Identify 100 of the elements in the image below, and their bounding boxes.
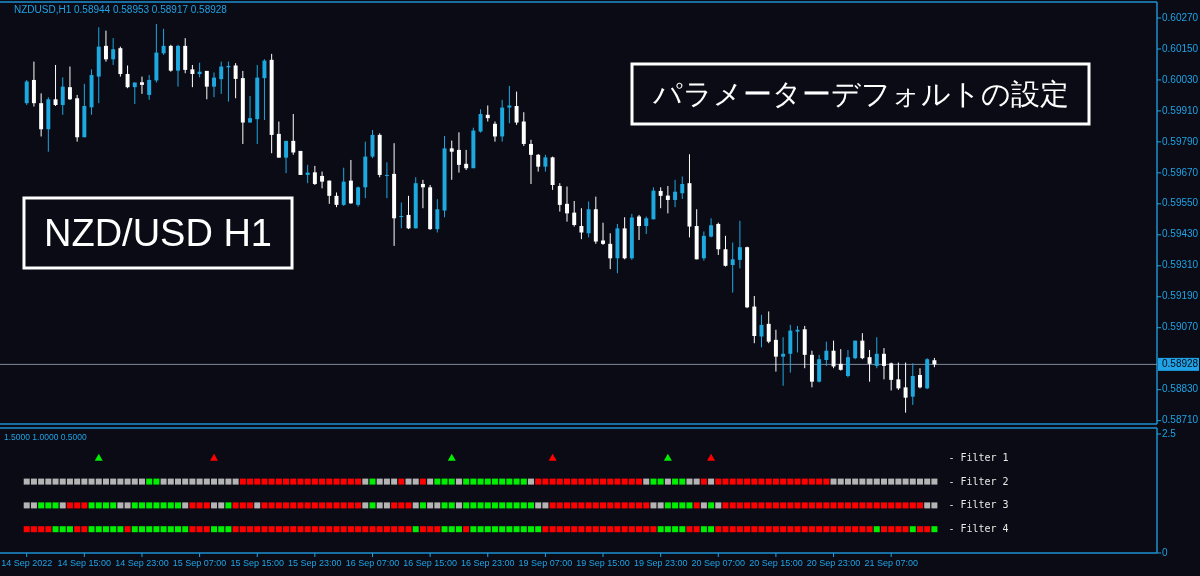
- candlestick: [183, 37, 188, 74]
- x-tick-label: 16 Sep 23:00: [460, 558, 515, 568]
- y-tick-label: 0.58830: [1162, 383, 1199, 395]
- series-label: - Filter 3: [948, 499, 1009, 511]
- candlestick: [637, 214, 642, 241]
- candlestick: [586, 201, 591, 238]
- x-tick-label: 14 Sep 15:00: [57, 558, 112, 568]
- candlestick: [464, 149, 469, 171]
- chart-title: NZDUSD,H1 0.58944 0.58953 0.58917 0.58928: [14, 3, 228, 15]
- text: - Filter 1: [948, 451, 1009, 463]
- candlestick: [730, 242, 735, 294]
- x-tick-label: 20 Sep 23:00: [806, 558, 861, 568]
- candlestick: [903, 362, 908, 414]
- x-tick-label: 15 Sep 15:00: [230, 558, 285, 568]
- y-tick-label: 2.5: [1162, 427, 1177, 439]
- candlestick: [348, 159, 353, 205]
- y-tick-label: 0.59310: [1162, 259, 1199, 271]
- y-tick-label: 0.59190: [1162, 290, 1199, 302]
- y-tick-label: 0.60030: [1162, 73, 1199, 85]
- candlestick: [737, 220, 742, 269]
- y-tick-label: 0.60150: [1162, 42, 1199, 54]
- candlestick: [53, 64, 58, 107]
- candlestick: [190, 64, 195, 88]
- x-tick-label: 14 Sep 23:00: [115, 558, 169, 568]
- candlestick: [67, 66, 72, 101]
- x-tick-label: 14 Sep 2022: [1, 558, 53, 568]
- x-tick-label: 16 Sep 07:00: [345, 558, 400, 568]
- y-tick-label: 0.59670: [1162, 166, 1199, 178]
- candlestick: [910, 362, 915, 406]
- candlestick: [766, 310, 771, 344]
- candlestick: [514, 91, 519, 126]
- candlestick: [521, 111, 526, 147]
- candlestick: [341, 167, 346, 207]
- candlestick: [881, 347, 886, 380]
- annotation: NZD/USD H1: [43, 212, 273, 254]
- candlestick: [781, 336, 786, 387]
- x-tick-label: 16 Sep 15:00: [403, 558, 457, 568]
- x-tick-label: 20 Sep 15:00: [749, 558, 803, 568]
- candlestick: [788, 324, 793, 374]
- candlestick: [838, 348, 843, 372]
- candlestick: [212, 71, 216, 98]
- x-tick-label: 15 Sep 23:00: [288, 558, 342, 568]
- candlestick: [125, 64, 130, 89]
- candlestick: [478, 108, 483, 134]
- candlestick: [673, 179, 678, 208]
- candlestick: [291, 113, 296, 156]
- candlestick: [795, 325, 800, 354]
- candlestick: [219, 61, 224, 95]
- candlestick: [867, 349, 872, 383]
- candlestick: [233, 62, 238, 99]
- x-tick-label: 15 Sep 07:00: [172, 558, 227, 568]
- candlestick: [204, 70, 209, 100]
- candlestick: [320, 171, 325, 189]
- candlestick: [579, 207, 584, 240]
- y-tick-label: 0.59790: [1162, 135, 1199, 147]
- x-tick-label: 19 Sep 07:00: [518, 558, 573, 568]
- candlestick: [60, 76, 65, 116]
- candlestick: [399, 202, 404, 229]
- candlestick: [565, 186, 569, 223]
- candlestick: [665, 185, 670, 214]
- candlestick: [31, 61, 36, 108]
- x-tick-label: 20 Sep 07:00: [691, 558, 746, 568]
- candlestick: [456, 131, 461, 174]
- y-tick-label: 0.59910: [1162, 104, 1199, 116]
- candlestick: [103, 30, 108, 63]
- candlestick: [276, 121, 281, 159]
- candlestick: [492, 121, 497, 143]
- candlestick: [773, 329, 778, 373]
- candlestick: [284, 140, 289, 174]
- candlestick: [608, 232, 613, 270]
- y-tick-label: 0.59430: [1162, 228, 1199, 240]
- series-label: - Filter 2: [948, 475, 1009, 487]
- candlestick: [817, 354, 822, 383]
- series-label: - Filter 4: [948, 523, 1009, 535]
- candlestick: [507, 85, 512, 124]
- candlestick: [860, 332, 865, 360]
- candlestick: [406, 195, 411, 230]
- candlestick: [557, 182, 562, 213]
- candlestick: [701, 230, 706, 262]
- candlestick: [298, 150, 303, 176]
- x-tick-label: 19 Sep 15:00: [576, 558, 630, 568]
- candlestick: [845, 349, 850, 378]
- annotation: パラメーターデフォルトの設定: [652, 78, 1069, 110]
- candlestick: [420, 179, 425, 209]
- y-tick-label: 0: [1162, 546, 1168, 558]
- candlestick: [658, 186, 663, 209]
- x-tick-label: 19 Sep 23:00: [633, 558, 688, 568]
- candlestick: [384, 161, 389, 199]
- candlestick: [262, 58, 267, 121]
- candlestick: [889, 362, 894, 391]
- candlestick: [918, 367, 922, 389]
- candlestick: [111, 37, 116, 66]
- candlestick: [529, 139, 533, 185]
- candlestick: [601, 222, 606, 246]
- y-tick-label: 0.60270: [1162, 11, 1199, 23]
- candlestick: [680, 175, 685, 200]
- candlestick: [147, 74, 152, 101]
- candlestick: [572, 200, 577, 228]
- candlestick: [449, 140, 454, 181]
- candlestick: [248, 95, 253, 124]
